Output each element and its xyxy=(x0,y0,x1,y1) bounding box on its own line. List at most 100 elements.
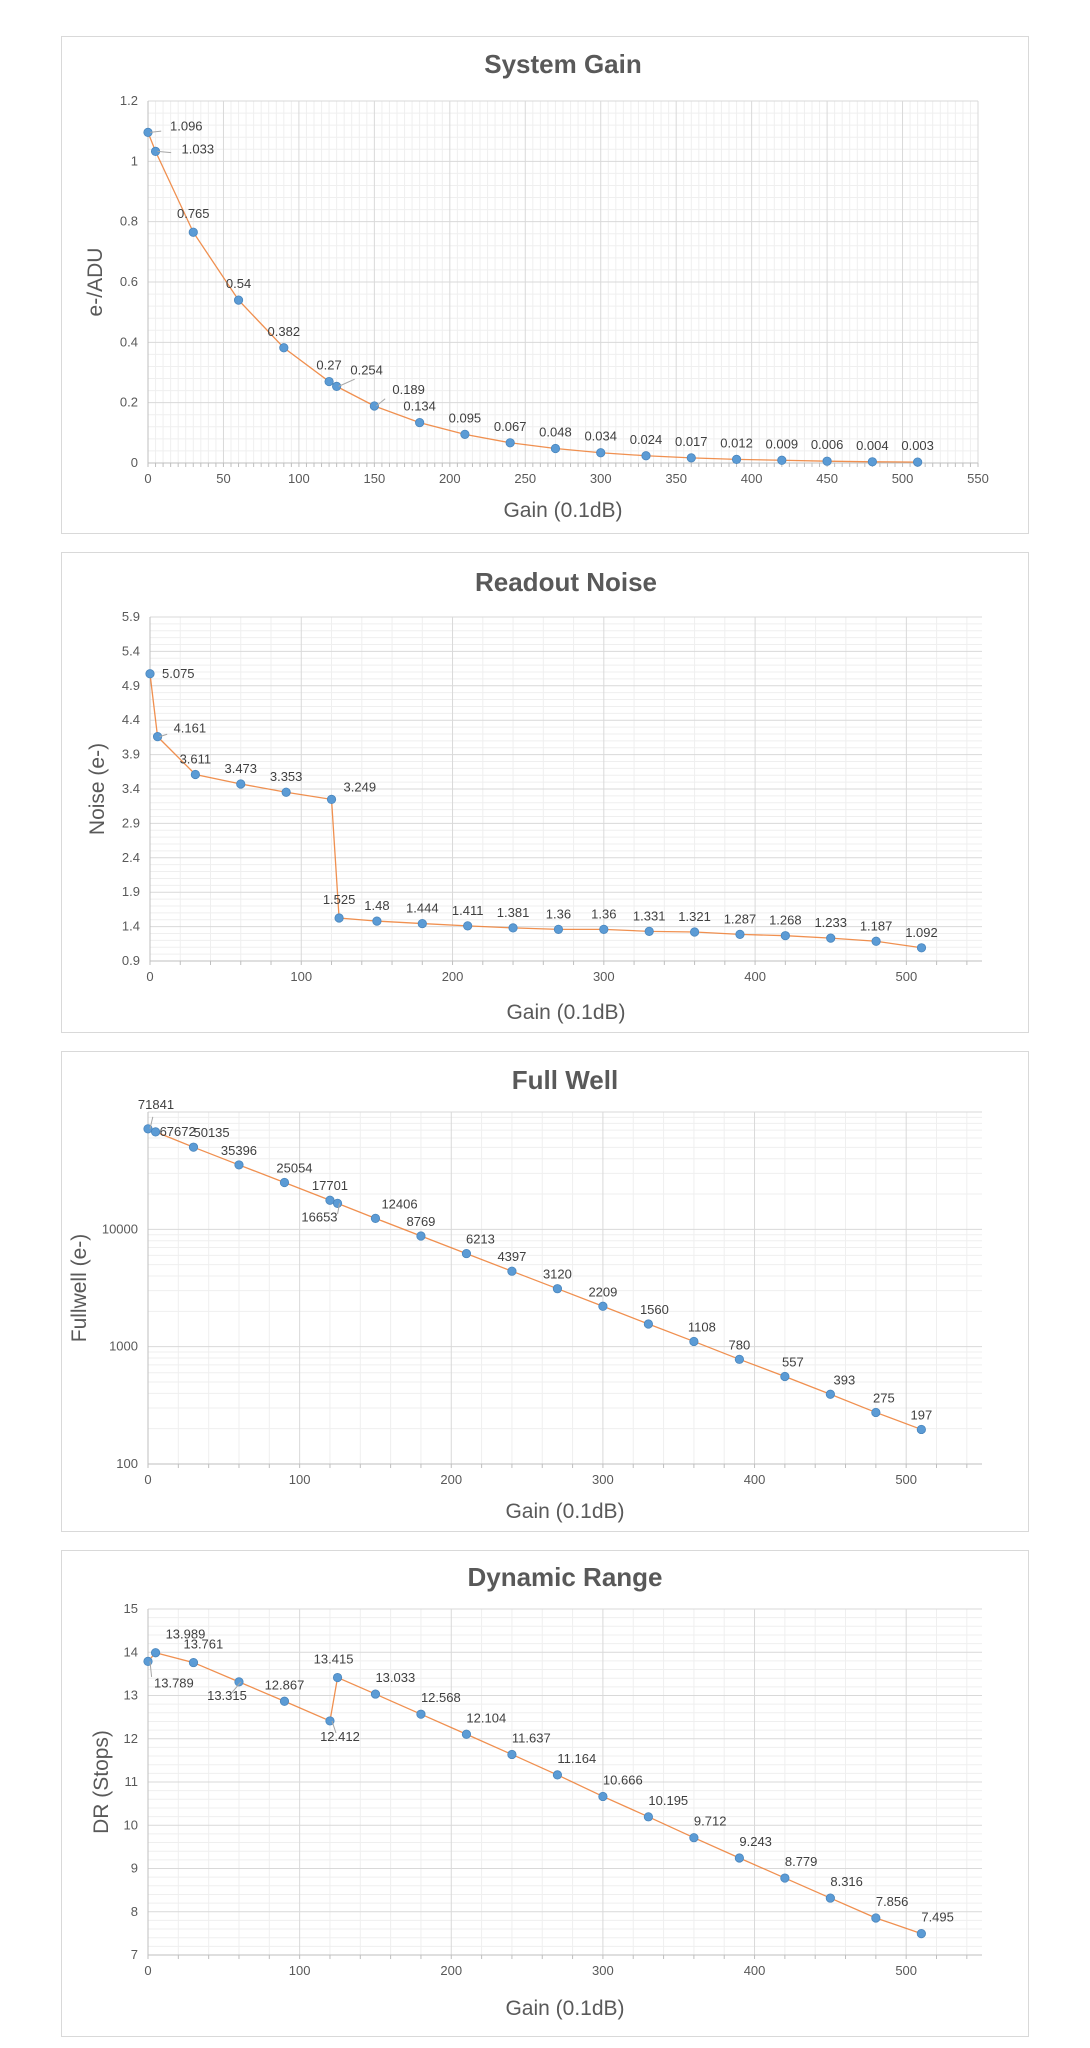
data-label: 10.666 xyxy=(603,1772,643,1787)
data-label: 0.012 xyxy=(720,435,753,450)
data-point xyxy=(916,1424,926,1435)
data-label: 0.189 xyxy=(392,382,425,397)
data-point xyxy=(735,929,745,939)
y-tick-label: 0.8 xyxy=(120,214,138,229)
x-axis-title: Gain (0.1dB) xyxy=(505,1500,624,1523)
data-point xyxy=(686,453,696,463)
y-tick-label: 0 xyxy=(131,455,138,470)
data-label: 13.789 xyxy=(154,1675,194,1690)
x-tick-label: 300 xyxy=(593,969,615,984)
x-tick-label: 100 xyxy=(288,471,310,486)
data-label: 7.856 xyxy=(876,1894,909,1909)
y-tick-label: 1 xyxy=(131,153,138,168)
y-axis-title: DR (Stops) xyxy=(90,1730,113,1834)
data-point xyxy=(689,927,700,937)
data-label: 1108 xyxy=(688,1319,716,1334)
data-point xyxy=(553,924,564,934)
data-point xyxy=(825,1893,835,1903)
data-point xyxy=(867,457,877,467)
y-tick-label: 1.2 xyxy=(120,93,138,108)
data-point xyxy=(825,1389,835,1399)
data-label: 1.331 xyxy=(633,908,666,923)
data-label-leader xyxy=(231,1681,242,1694)
chart-panel-readout-noise: Readout Noise Gain (0.1dB) Noise (e-) 0 100 2… xyxy=(61,552,1029,1033)
x-tick-label: 500 xyxy=(895,1963,917,1978)
data-label: 2209 xyxy=(588,1284,617,1299)
data-point xyxy=(871,1913,881,1923)
data-label: 9.712 xyxy=(694,1814,727,1829)
x-tick-label: 200 xyxy=(440,1472,462,1487)
y-tick-label: 0.6 xyxy=(120,274,138,289)
series-line xyxy=(147,132,918,463)
chart-title: Full Well xyxy=(512,1065,618,1095)
data-label: 1.233 xyxy=(814,915,847,930)
data-point xyxy=(150,1648,161,1658)
x-tick-label: 400 xyxy=(744,969,766,984)
data-label: 12.104 xyxy=(466,1710,506,1725)
data-point xyxy=(332,1672,343,1683)
chart-title: System Gain xyxy=(484,49,642,79)
data-label: 4397 xyxy=(497,1249,526,1264)
data-point xyxy=(780,1371,790,1382)
y-axis-title: Noise (e-) xyxy=(86,743,109,835)
y-tick-label: 7 xyxy=(131,1947,138,1962)
data-point xyxy=(325,1195,335,1205)
data-point xyxy=(643,1319,654,1329)
data-point xyxy=(145,669,155,679)
y-tick-label: 0.4 xyxy=(120,334,138,349)
x-tick-label: 300 xyxy=(590,471,612,486)
x-tick-label: 50 xyxy=(216,471,230,486)
x-tick-label: 500 xyxy=(895,1472,917,1487)
system-gain-chart: System Gain Gain (0.1dB) e-/ADU 0 50 100 150 20… xyxy=(84,49,989,522)
data-point xyxy=(143,1656,153,1666)
chart-title: Dynamic Range xyxy=(467,1562,662,1592)
data-label: 1.36 xyxy=(546,906,571,921)
data-point xyxy=(325,1716,335,1726)
data-label: 1.411 xyxy=(452,903,484,918)
data-point xyxy=(780,1873,790,1883)
data-point xyxy=(370,1213,381,1223)
data-label: 1.381 xyxy=(497,905,530,920)
data-point xyxy=(731,454,742,464)
x-tick-label: 0 xyxy=(144,1472,151,1487)
y-tick-label: 1000 xyxy=(109,1339,138,1354)
data-label: 0.067 xyxy=(494,419,527,434)
data-point xyxy=(552,1284,563,1294)
data-point xyxy=(372,916,382,926)
x-tick-label: 300 xyxy=(592,1963,614,1978)
data-label: 9.243 xyxy=(739,1834,772,1849)
data-label: 1.36 xyxy=(591,906,616,921)
data-label: 1.268 xyxy=(769,913,802,928)
chart-panel-dynamic-range: Dynamic Range Gain (0.1dB) DR (Stops) 0 100 2… xyxy=(61,1550,1029,2037)
data-label: 0.048 xyxy=(539,425,572,440)
data-point xyxy=(913,457,923,467)
chart-panel-system-gain: System Gain Gain (0.1dB) e-/ADU 0 50 100 150 20… xyxy=(61,36,1029,534)
data-point xyxy=(780,931,790,941)
y-tick-label: 2.9 xyxy=(122,815,140,830)
data-point xyxy=(599,924,609,934)
data-point xyxy=(188,1142,199,1152)
data-label: 0.382 xyxy=(268,324,301,339)
data-label: 1.48 xyxy=(364,898,389,913)
x-tick-label: 100 xyxy=(290,969,312,984)
data-point xyxy=(188,227,198,237)
series-line xyxy=(147,1128,922,1431)
data-label-leader xyxy=(338,378,355,387)
x-tick-label: 100 xyxy=(289,1472,311,1487)
x-tick-label: 450 xyxy=(816,471,838,486)
series-line xyxy=(149,673,922,949)
x-axis-title: Gain (0.1dB) xyxy=(506,1001,625,1024)
data-label: 35396 xyxy=(221,1143,257,1158)
data-point xyxy=(234,1160,244,1170)
data-label: 13.989 xyxy=(166,1627,206,1642)
data-point xyxy=(463,921,473,931)
data-label-leader xyxy=(376,398,386,407)
data-label: 11.637 xyxy=(512,1730,551,1745)
data-point xyxy=(460,429,470,439)
data-label: 3.611 xyxy=(180,751,212,766)
data-point xyxy=(415,417,425,428)
data-label: 0.134 xyxy=(403,399,436,414)
y-tick-label: 0.2 xyxy=(120,395,138,410)
data-point xyxy=(643,1812,654,1822)
data-label: 3.353 xyxy=(270,769,303,784)
